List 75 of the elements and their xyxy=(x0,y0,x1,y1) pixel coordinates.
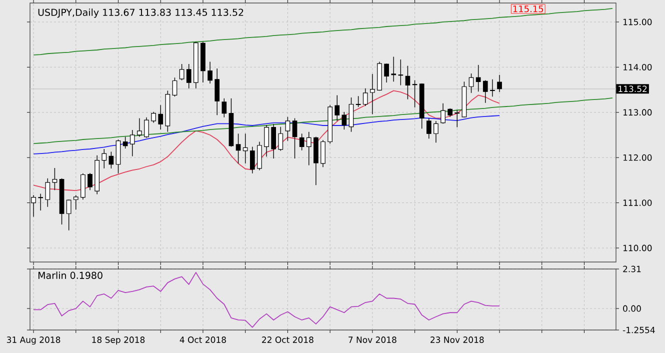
x-tick-label: 23 Nov 2018 xyxy=(430,336,484,343)
candlestick xyxy=(292,118,298,159)
candlestick xyxy=(264,124,269,158)
candlestick xyxy=(306,131,312,166)
candlestick xyxy=(38,193,44,211)
candlestick xyxy=(250,146,255,174)
x-tick-label: 7 Nov 2018 xyxy=(348,336,396,343)
candlestick xyxy=(66,199,72,231)
candlestick xyxy=(242,133,248,164)
candlestick xyxy=(137,118,142,138)
candlestick xyxy=(426,118,432,139)
candlestick xyxy=(80,173,86,200)
candlestick xyxy=(45,178,50,208)
candlestick xyxy=(102,148,107,169)
candlestick xyxy=(405,65,410,100)
candlestick xyxy=(356,96,361,108)
candlestick xyxy=(257,141,262,171)
candlestick xyxy=(179,64,184,81)
candlestick xyxy=(278,126,284,152)
candlestick xyxy=(186,64,192,89)
candlestick xyxy=(151,112,156,124)
candlestick xyxy=(52,168,58,190)
text: USDJPY,Daily 113.67 113.83 113.45 113.52 xyxy=(38,8,244,18)
y-tick-label: 111.00 xyxy=(623,200,652,206)
candlestick xyxy=(73,194,78,210)
x-tick-label: 22 Oct 2018 xyxy=(262,336,314,343)
x-tick-label: 31 Aug 2018 xyxy=(6,336,60,345)
candlestick xyxy=(454,110,460,128)
y-tick-label: 115.00 xyxy=(623,18,652,26)
candlestick xyxy=(214,68,220,116)
candlestick xyxy=(384,63,389,83)
y-tick-label: 112.00 xyxy=(623,154,652,161)
candlestick xyxy=(122,136,128,149)
candlestick xyxy=(236,133,241,164)
candlestick xyxy=(116,139,121,174)
candlestick xyxy=(391,56,396,82)
y-tick-label: 0.00 xyxy=(623,305,641,312)
candlestick xyxy=(334,94,340,122)
y-tick-label: 114.00 xyxy=(623,64,652,70)
candlestick xyxy=(412,80,418,108)
candlestick xyxy=(482,80,488,104)
candlestick xyxy=(222,98,227,118)
candlestick xyxy=(476,64,481,92)
candlestick xyxy=(208,61,212,84)
candlestick xyxy=(370,74,375,115)
candlestick xyxy=(342,112,347,130)
y-tick-label: 110.00 xyxy=(623,244,652,252)
candlestick xyxy=(144,117,149,138)
candlestick xyxy=(348,97,354,132)
candlestick xyxy=(108,151,114,169)
y-tick-label: 113.00 xyxy=(623,109,652,116)
candlestick xyxy=(468,73,474,94)
candlestick xyxy=(271,124,276,159)
candlestick xyxy=(490,79,495,97)
candlestick xyxy=(362,88,368,106)
ref-line-label: 113.52 xyxy=(618,86,647,92)
candlestick xyxy=(88,172,92,190)
candlestick xyxy=(497,74,502,92)
y-tick-label: -1.2554 xyxy=(622,326,655,334)
annotation: 115.15 xyxy=(513,6,544,12)
chart-title: Marlin 0.1980 xyxy=(38,272,102,279)
candlestick xyxy=(320,140,326,168)
candlestick xyxy=(398,59,404,86)
y-tick-label: 2.31 xyxy=(623,266,641,272)
x-tick-label: 4 Oct 2018 xyxy=(180,336,226,343)
candlestick xyxy=(434,120,438,144)
candlestick xyxy=(31,194,36,218)
candlestick xyxy=(299,133,304,151)
x-tick-label: 18 Sep 2018 xyxy=(92,336,145,345)
candlestick xyxy=(440,102,446,124)
candlestick xyxy=(130,130,135,157)
candlestick xyxy=(172,77,178,97)
candlestick xyxy=(285,116,290,142)
line-series xyxy=(33,272,500,328)
candlestick xyxy=(158,104,164,130)
